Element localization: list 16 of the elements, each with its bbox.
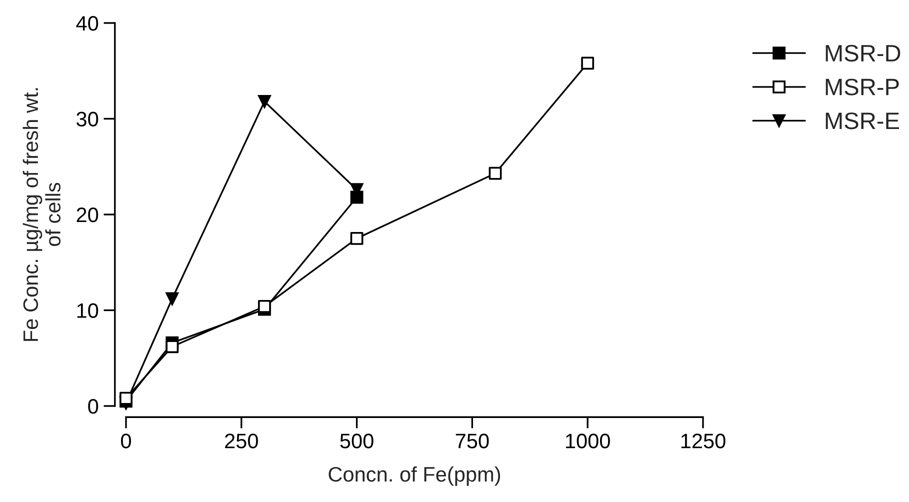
legend-label: MSR-D (826, 44, 900, 62)
x-tick-label: 750 (456, 434, 489, 448)
legend-label: MSR-E (826, 112, 899, 130)
x-tick-label: 1250 (681, 434, 726, 448)
x-tick-label: 250 (225, 434, 258, 448)
x-tick-label: 0 (121, 434, 131, 448)
y-tick-label: 10 (77, 303, 98, 318)
x-tick-label: 500 (340, 434, 374, 448)
x-tick-label: 1000 (566, 434, 610, 448)
y-tick-label: 40 (76, 16, 98, 31)
legend-label: MSR-P (826, 78, 899, 96)
y-tick-label: 0 (88, 399, 98, 414)
x-axis-title: Concn. of Fe(ppm) (328, 466, 500, 486)
y-tick-label: 20 (76, 208, 98, 222)
y-tick-label: 30 (76, 112, 98, 127)
y-axis-title: Fe Conc. µg/mg of fresh wt. of cells (22, 88, 61, 341)
